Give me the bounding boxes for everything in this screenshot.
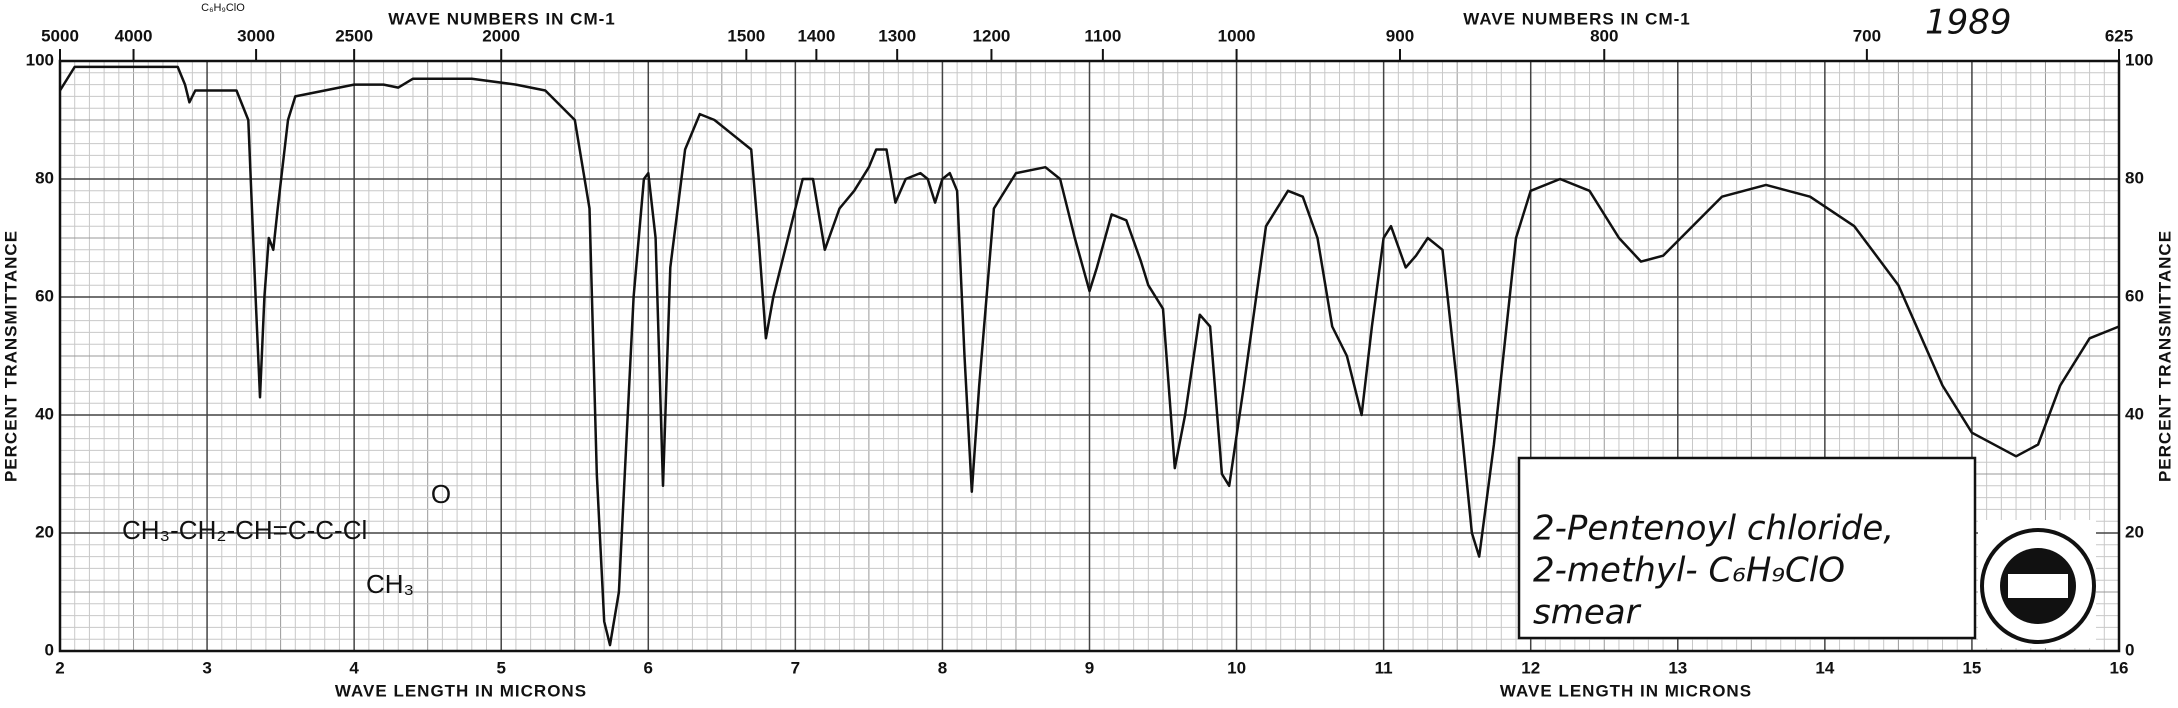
x2-tick-label: 4000 (115, 26, 153, 45)
y-tick-label: 60 (2125, 286, 2144, 305)
y-tick-label: 0 (45, 640, 54, 659)
y-tick-label: 80 (2125, 168, 2144, 187)
x2-tick-label: 700 (1853, 26, 1881, 45)
x2-axis-title: WAVE NUMBERS IN CM-1 (388, 9, 615, 28)
y-tick-label: 100 (2125, 50, 2153, 69)
x-axis-title: WAVE LENGTH IN MICRONS (1500, 681, 1752, 700)
x2-tick-label: 1200 (973, 26, 1011, 45)
x-tick-label: 5 (496, 658, 505, 677)
x-tick-label: 12 (1521, 658, 1540, 677)
name-box (1517, 456, 1977, 640)
x2-axis-title: WAVE NUMBERS IN CM-1 (1463, 9, 1690, 28)
x-tick-label: 4 (349, 658, 359, 677)
y-tick-label: 60 (35, 286, 54, 305)
x2-tick-label: 800 (1590, 26, 1618, 45)
structure-oxygen: O (431, 479, 451, 509)
y-tick-label: 80 (35, 168, 54, 187)
x-tick-label: 3 (202, 658, 211, 677)
top-formula: C₆H₉ClO (201, 2, 245, 14)
x-tick-label: 13 (1668, 658, 1687, 677)
y-tick-label: 100 (26, 50, 54, 69)
y-tick-label: 0 (2125, 640, 2134, 659)
x-tick-label: 2 (55, 658, 64, 677)
name-line: 2-Pentenoyl chloride, (1533, 509, 1894, 549)
plot-frame (58, 59, 2121, 653)
name-line: smear (1533, 593, 1642, 633)
y-axis-title: PERCENT TRANSMITTANCE (2155, 230, 2174, 482)
x-tick-label: 8 (938, 658, 947, 677)
y-tick-label: 20 (2125, 522, 2144, 541)
x-tick-label: 11 (1375, 658, 1393, 677)
structure: CH₃-CH₂-CH=C-C-Cl (122, 515, 367, 545)
x2-tick-label: 1100 (1084, 26, 1121, 45)
x-axis-title: WAVE LENGTH IN MICRONS (335, 681, 587, 700)
logo (1978, 520, 2096, 648)
x-tick-label: 14 (1815, 658, 1834, 677)
marks (58, 65, 2120, 647)
x2-tick-label: 5000 (41, 26, 79, 45)
y-tick-label: 40 (35, 404, 54, 423)
year: 1989 (1925, 3, 2012, 43)
x-tick-label: 15 (1962, 658, 1981, 677)
x-tick-label: 9 (1085, 658, 1094, 677)
name-line: 2-methyl- C₆H₉ClO (1533, 551, 1845, 591)
x-tick-label: 6 (644, 658, 653, 677)
y-tick-label: 20 (35, 522, 54, 541)
y-tick-label: 40 (2125, 404, 2144, 423)
x2-tick-label: 2000 (482, 26, 520, 45)
x2-tick-label: 2500 (335, 26, 373, 45)
x2-tick-label: 1400 (797, 26, 835, 45)
structure-branch: CH₃ (366, 569, 414, 599)
spectrum-line (58, 65, 2120, 647)
x-tick-label: 10 (1227, 658, 1246, 677)
x-tick-label: 16 (2110, 658, 2129, 677)
x2-tick-label: 1500 (727, 26, 765, 45)
x2-tick-label: 1300 (878, 26, 916, 45)
x2-tick-label: 900 (1386, 26, 1414, 45)
x2-tick-label: 1000 (1218, 26, 1256, 45)
y-axis-title: PERCENT TRANSMITTANCE (1, 230, 20, 482)
logo-band (2008, 574, 2068, 598)
x2-tick-label: 625 (2105, 26, 2133, 45)
x2-tick-label: 3000 (237, 26, 275, 45)
x-tick-label: 7 (791, 658, 800, 677)
